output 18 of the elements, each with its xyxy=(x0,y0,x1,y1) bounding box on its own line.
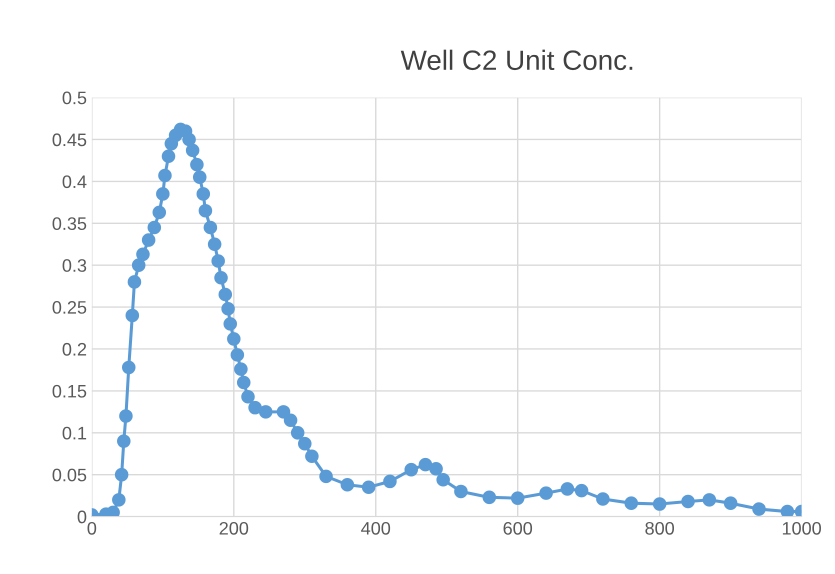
x-tick-label: 400 xyxy=(361,522,390,535)
y-tick-label: 0.25 xyxy=(52,301,86,314)
x-tick-label: 0 xyxy=(88,522,96,535)
y-tick-label: 0.3 xyxy=(62,259,86,272)
y-tick-label: 0.2 xyxy=(62,342,86,356)
y-tick-label: 0.4 xyxy=(62,175,86,188)
y-tick-label: 0.5 xyxy=(62,92,86,104)
y-tick-label: 0 xyxy=(78,510,86,524)
y-tick-label: 0.1 xyxy=(62,426,86,440)
x-tick-label: 200 xyxy=(220,522,248,535)
y-tick-label: 0.35 xyxy=(52,217,86,230)
x-tick-label: 1000 xyxy=(782,522,821,535)
x-tick-label: 800 xyxy=(645,522,674,535)
chart-title: Well C2 Unit Conc. xyxy=(400,50,632,70)
x-tick-label: 600 xyxy=(504,522,532,535)
y-tick-label: 0.45 xyxy=(52,133,86,146)
y-tick-label: 0.15 xyxy=(52,384,86,398)
y-tick-label: 0.05 xyxy=(52,468,86,482)
